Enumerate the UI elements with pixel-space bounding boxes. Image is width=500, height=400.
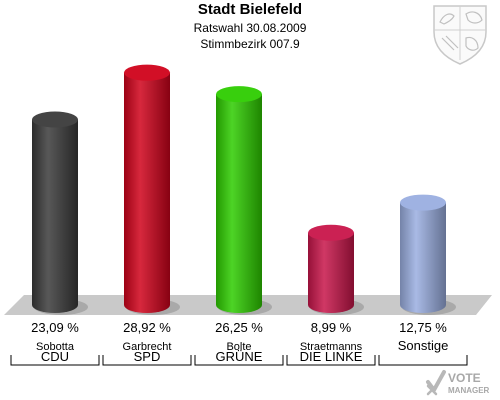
- value-label: 12,75 %: [399, 320, 447, 335]
- bar-sonstige: [400, 202, 446, 313]
- category-label: SPD: [134, 349, 161, 364]
- bar-grüne: [216, 94, 262, 313]
- value-label: 23,09 %: [31, 320, 79, 335]
- bar-spd: [124, 72, 170, 314]
- chart-title: Stadt Bielefeld: [197, 1, 303, 18]
- logo-line2: MANAGER: [448, 386, 490, 395]
- category-bracket: [194, 355, 284, 366]
- chart-subtitle: Ratswahl 30.08.2009: [193, 21, 307, 35]
- value-label: 26,25 %: [215, 320, 263, 335]
- category-bracket: [378, 355, 468, 366]
- bar-die-linke: [308, 232, 354, 313]
- bar-cdu: [32, 119, 78, 313]
- category-label: GRÜNE: [216, 349, 263, 364]
- candidate-label: Sobotta: [36, 341, 75, 353]
- bar-top: [308, 224, 354, 241]
- candidate-label: Straetmanns: [300, 341, 363, 353]
- coat-of-arms-icon: [433, 5, 487, 65]
- bar-top: [216, 86, 262, 103]
- category-label: CDU: [41, 349, 69, 364]
- candidate-label: Garbrecht: [123, 341, 172, 353]
- logo-line1: VOTE: [448, 371, 481, 385]
- district-label: Stimmbezirk 007.9: [200, 37, 300, 51]
- category-label: DIE LINKE: [300, 349, 363, 364]
- category-label: Sonstige: [398, 338, 449, 353]
- value-label: 8,99 %: [311, 320, 352, 335]
- category-bracket: [10, 355, 100, 366]
- votemanager-logo: VOTE MANAGER: [426, 370, 490, 396]
- category-bracket: [102, 355, 192, 366]
- value-label: 28,92 %: [123, 320, 171, 335]
- bar-top: [32, 111, 78, 128]
- candidate-label: Bolte: [226, 341, 251, 353]
- category-bracket: [286, 355, 376, 366]
- checkmark-icon: [426, 370, 446, 392]
- bar-top: [124, 64, 170, 81]
- bar-top: [400, 194, 446, 211]
